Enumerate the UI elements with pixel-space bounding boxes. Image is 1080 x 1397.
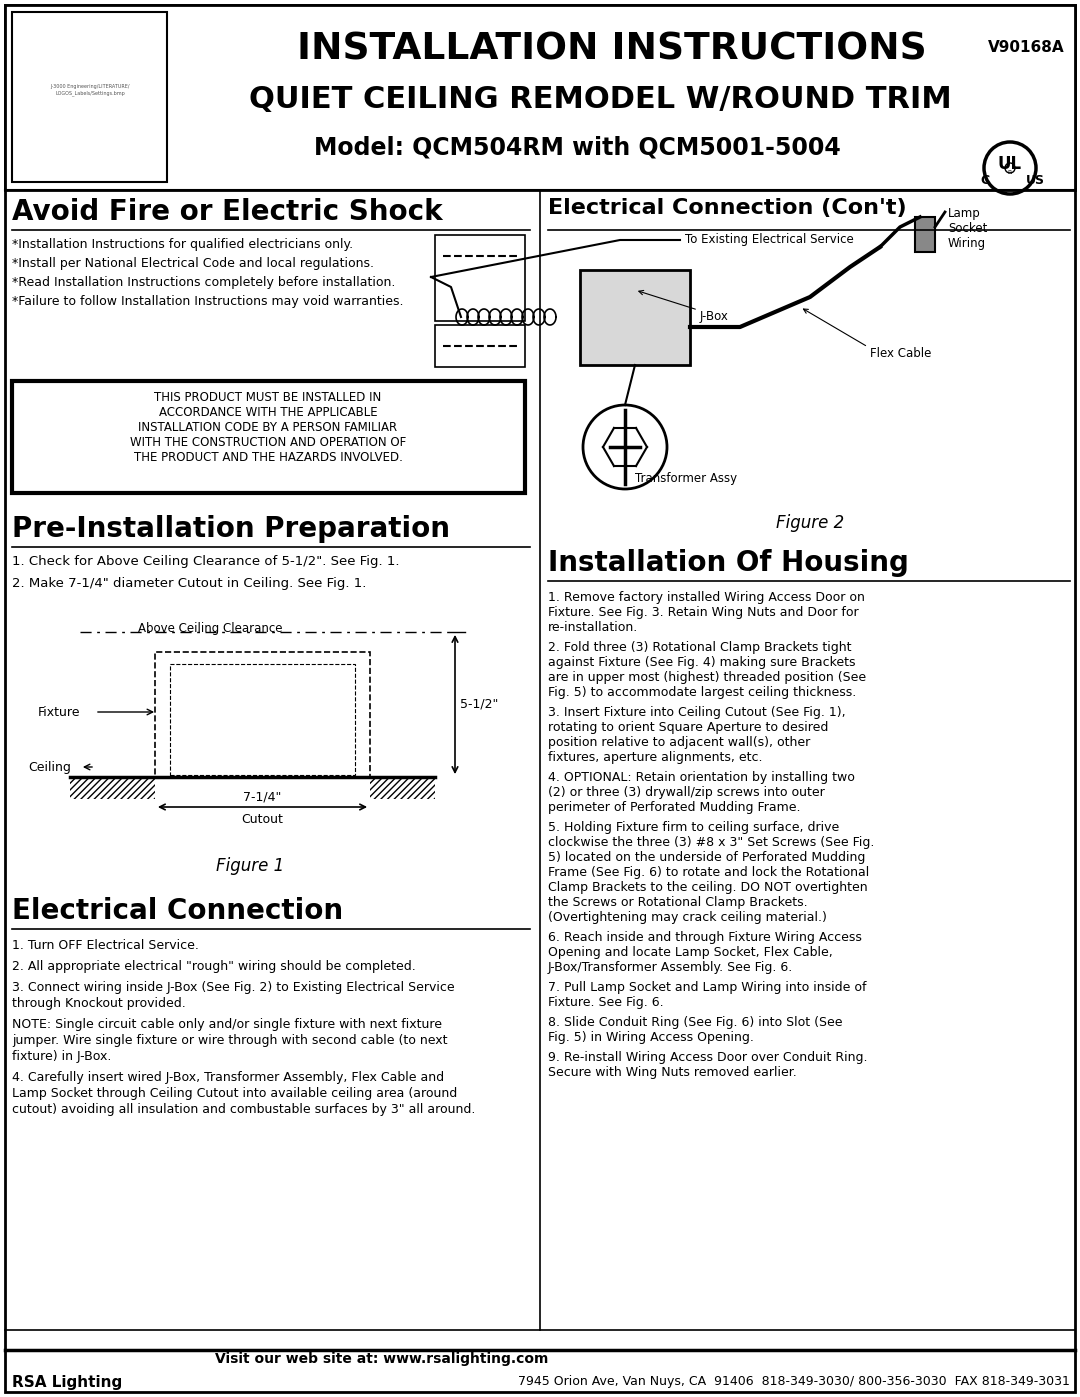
Text: Flex Cable: Flex Cable <box>870 346 931 360</box>
Text: 7945 Orion Ave, Van Nuys, CA  91406  818-349-3030/ 800-356-3030  FAX 818-349-303: 7945 Orion Ave, Van Nuys, CA 91406 818-3… <box>518 1375 1070 1389</box>
Text: 5) located on the underside of Perforated Mudding: 5) located on the underside of Perforate… <box>548 851 865 863</box>
Text: Above Ceiling Clearance: Above Ceiling Clearance <box>138 622 282 636</box>
Bar <box>156 652 370 777</box>
Text: Transformer Assy: Transformer Assy <box>635 472 738 485</box>
Text: Visit our web site at: www.rsalighting.com: Visit our web site at: www.rsalighting.c… <box>215 1352 548 1366</box>
Text: INSTALLATION INSTRUCTIONS: INSTALLATION INSTRUCTIONS <box>297 32 927 68</box>
Text: fixture) in J-Box.: fixture) in J-Box. <box>12 1051 111 1063</box>
Text: Figure 2: Figure 2 <box>775 514 845 532</box>
Bar <box>580 270 690 365</box>
Text: J-Box/Transformer Assembly. See Fig. 6.: J-Box/Transformer Assembly. See Fig. 6. <box>548 961 793 974</box>
Text: 4. Carefully insert wired J-Box, Transformer Assembly, Flex Cable and: 4. Carefully insert wired J-Box, Transfo… <box>12 1071 444 1084</box>
Text: Avoid Fire or Electric Shock: Avoid Fire or Electric Shock <box>12 198 443 226</box>
Text: Pre-Installation Preparation: Pre-Installation Preparation <box>12 515 450 543</box>
Text: THIS PRODUCT MUST BE INSTALLED IN
ACCORDANCE WITH THE APPLICABLE
INSTALLATION CO: THIS PRODUCT MUST BE INSTALLED IN ACCORD… <box>130 391 406 464</box>
Text: *Install per National Electrical Code and local regulations.: *Install per National Electrical Code an… <box>12 257 374 270</box>
Text: Secure with Wing Nuts removed earlier.: Secure with Wing Nuts removed earlier. <box>548 1066 797 1078</box>
Text: US: US <box>1026 175 1044 187</box>
Text: J-3000 Engineering/LITERATURE/
LOGOS_Labels/Settings.bmp: J-3000 Engineering/LITERATURE/ LOGOS_Lab… <box>51 84 130 96</box>
Text: QUIET CEILING REMODEL W/ROUND TRIM: QUIET CEILING REMODEL W/ROUND TRIM <box>248 85 951 115</box>
Text: Fig. 5) to accommodate largest ceiling thickness.: Fig. 5) to accommodate largest ceiling t… <box>548 686 856 698</box>
Text: perimeter of Perforated Mudding Frame.: perimeter of Perforated Mudding Frame. <box>548 800 800 814</box>
Text: fixtures, aperture alignments, etc.: fixtures, aperture alignments, etc. <box>548 752 762 764</box>
Text: *Installation Instructions for qualified electricians only.: *Installation Instructions for qualified… <box>12 237 353 251</box>
Text: 2. Fold three (3) Rotational Clamp Brackets tight: 2. Fold three (3) Rotational Clamp Brack… <box>548 641 851 654</box>
Text: UL: UL <box>998 155 1022 173</box>
Bar <box>170 664 355 775</box>
Bar <box>5 6 1075 190</box>
Text: *Failure to follow Installation Instructions may void warranties.: *Failure to follow Installation Instruct… <box>12 295 404 307</box>
Text: through Knockout provided.: through Knockout provided. <box>12 997 186 1010</box>
Text: against Fixture (See Fig. 4) making sure Brackets: against Fixture (See Fig. 4) making sure… <box>548 657 855 669</box>
Text: 7-1/4": 7-1/4" <box>243 789 281 803</box>
Bar <box>70 777 156 799</box>
Text: 2. Make 7-1/4" diameter Cutout in Ceiling. See Fig. 1.: 2. Make 7-1/4" diameter Cutout in Ceilin… <box>12 577 366 590</box>
Text: 5-1/2": 5-1/2" <box>460 697 498 711</box>
Bar <box>370 777 435 799</box>
Text: 3. Insert Fixture into Ceiling Cutout (See Fig. 1),: 3. Insert Fixture into Ceiling Cutout (S… <box>548 705 846 719</box>
Text: Fixture. See Fig. 6.: Fixture. See Fig. 6. <box>548 996 663 1009</box>
Text: Fixture. See Fig. 3. Retain Wing Nuts and Door for: Fixture. See Fig. 3. Retain Wing Nuts an… <box>548 606 859 619</box>
Bar <box>12 13 167 182</box>
Text: 5. Holding Fixture firm to ceiling surface, drive: 5. Holding Fixture firm to ceiling surfa… <box>548 821 839 834</box>
Text: rotating to orient Square Aperture to desired: rotating to orient Square Aperture to de… <box>548 721 828 733</box>
Text: Installation Of Housing: Installation Of Housing <box>548 549 909 577</box>
Text: R: R <box>1008 170 1012 176</box>
Text: Lamp Socket through Ceiling Cutout into available ceiling area (around: Lamp Socket through Ceiling Cutout into … <box>12 1087 457 1099</box>
Text: Electrical Connection (Con't): Electrical Connection (Con't) <box>548 198 906 218</box>
Text: Figure 1: Figure 1 <box>216 856 284 875</box>
Text: *Read Installation Instructions completely before installation.: *Read Installation Instructions complete… <box>12 277 395 289</box>
Text: Lamp
Socket
Wiring: Lamp Socket Wiring <box>948 207 987 250</box>
Text: re-installation.: re-installation. <box>548 622 638 634</box>
Text: Fig. 5) in Wiring Access Opening.: Fig. 5) in Wiring Access Opening. <box>548 1031 754 1044</box>
Bar <box>435 326 525 367</box>
Text: C: C <box>981 175 989 187</box>
Text: position relative to adjacent wall(s), other: position relative to adjacent wall(s), o… <box>548 736 810 749</box>
Text: the Screws or Rotational Clamp Brackets.: the Screws or Rotational Clamp Brackets. <box>548 895 808 909</box>
Bar <box>915 217 935 251</box>
Text: V90168A: V90168A <box>988 39 1065 54</box>
Text: Opening and locate Lamp Socket, Flex Cable,: Opening and locate Lamp Socket, Flex Cab… <box>548 946 833 958</box>
Text: 9. Re-install Wiring Access Door over Conduit Ring.: 9. Re-install Wiring Access Door over Co… <box>548 1051 867 1065</box>
Text: 2. All appropriate electrical "rough" wiring should be completed.: 2. All appropriate electrical "rough" wi… <box>12 960 416 972</box>
Text: cutout) avoiding all insulation and combustable surfaces by 3" all around.: cutout) avoiding all insulation and comb… <box>12 1104 475 1116</box>
Text: J-Box: J-Box <box>700 310 729 323</box>
Text: Electrical Connection: Electrical Connection <box>12 897 343 925</box>
Text: Model: QCM504RM with QCM5001-5004: Model: QCM504RM with QCM5001-5004 <box>313 136 840 161</box>
Text: jumper. Wire single fixture or wire through with second cable (to next: jumper. Wire single fixture or wire thro… <box>12 1034 447 1046</box>
Bar <box>12 381 525 493</box>
Text: Frame (See Fig. 6) to rotate and lock the Rotational: Frame (See Fig. 6) to rotate and lock th… <box>548 866 869 879</box>
Text: 1. Remove factory installed Wiring Access Door on: 1. Remove factory installed Wiring Acces… <box>548 591 865 604</box>
Text: (Overtightening may crack ceiling material.): (Overtightening may crack ceiling materi… <box>548 911 827 923</box>
Text: (2) or three (3) drywall/zip screws into outer: (2) or three (3) drywall/zip screws into… <box>548 787 825 799</box>
Text: To Existing Electrical Service: To Existing Electrical Service <box>685 233 854 246</box>
Text: Fixture: Fixture <box>38 705 81 718</box>
Text: 6. Reach inside and through Fixture Wiring Access: 6. Reach inside and through Fixture Wiri… <box>548 930 862 944</box>
Text: 4. OPTIONAL: Retain orientation by installing two: 4. OPTIONAL: Retain orientation by insta… <box>548 771 855 784</box>
Text: 7. Pull Lamp Socket and Lamp Wiring into inside of: 7. Pull Lamp Socket and Lamp Wiring into… <box>548 981 866 995</box>
Text: clockwise the three (3) #8 x 3" Set Screws (See Fig.: clockwise the three (3) #8 x 3" Set Scre… <box>548 835 875 849</box>
Text: 8. Slide Conduit Ring (See Fig. 6) into Slot (See: 8. Slide Conduit Ring (See Fig. 6) into … <box>548 1016 842 1030</box>
Text: 1. Turn OFF Electrical Service.: 1. Turn OFF Electrical Service. <box>12 939 199 951</box>
Text: 3. Connect wiring inside J-Box (See Fig. 2) to Existing Electrical Service: 3. Connect wiring inside J-Box (See Fig.… <box>12 981 455 995</box>
Text: 1. Check for Above Ceiling Clearance of 5-1/2". See Fig. 1.: 1. Check for Above Ceiling Clearance of … <box>12 555 400 569</box>
Text: NOTE: Single circuit cable only and/or single fixture with next fixture: NOTE: Single circuit cable only and/or s… <box>12 1018 442 1031</box>
Text: are in upper most (highest) threaded position (See: are in upper most (highest) threaded pos… <box>548 671 866 685</box>
Text: Cutout: Cutout <box>241 813 283 826</box>
Text: Clamp Brackets to the ceiling. DO NOT overtighten: Clamp Brackets to the ceiling. DO NOT ov… <box>548 882 867 894</box>
Text: Ceiling: Ceiling <box>28 760 71 774</box>
Text: RSA Lighting: RSA Lighting <box>12 1375 122 1390</box>
Bar <box>435 235 525 321</box>
